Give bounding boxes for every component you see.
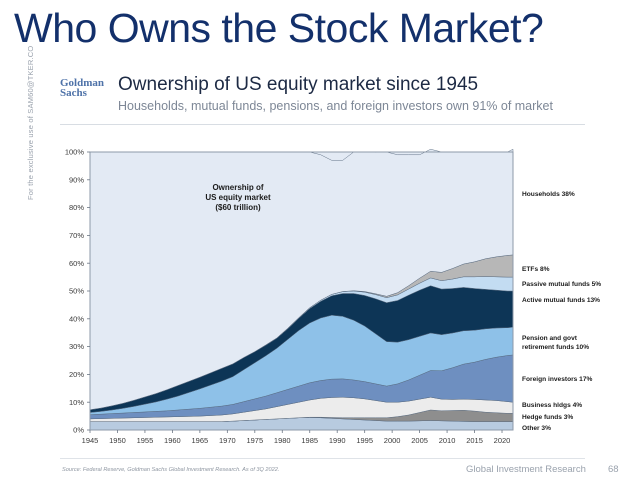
goldman-sachs-logo: Goldman Sachs bbox=[60, 77, 112, 99]
x-tick-label: 2010 bbox=[439, 436, 456, 445]
source-note: Source: Federal Reserve, Goldman Sachs G… bbox=[62, 467, 280, 473]
x-tick-label: 1985 bbox=[301, 436, 318, 445]
brand-line-2: Sachs bbox=[60, 87, 87, 99]
x-tick-label: 1995 bbox=[356, 436, 373, 445]
series-label-households: Households 38% bbox=[522, 191, 575, 198]
header-divider bbox=[60, 124, 585, 125]
footer-divider bbox=[60, 458, 585, 459]
series-label-etfs: ETFs 8% bbox=[522, 266, 550, 273]
x-tick-label: 2000 bbox=[384, 436, 401, 445]
y-tick-label: 100% bbox=[65, 148, 85, 157]
series-label-hedge-funds: Hedge funds 3% bbox=[522, 414, 573, 421]
chart-subtitle: Households, mutual funds, pensions, and … bbox=[118, 99, 553, 113]
series-label-business-hldgs: Business hldgs 4% bbox=[522, 402, 582, 409]
y-tick-label: 70% bbox=[69, 231, 84, 240]
y-tick-label: 30% bbox=[69, 342, 84, 351]
page-number: 68 bbox=[608, 464, 619, 475]
plot-annotation-line: US equity market bbox=[205, 193, 271, 202]
series-label-other: Other 3% bbox=[522, 425, 551, 432]
y-tick-label: 20% bbox=[69, 370, 84, 379]
x-tick-label: 1970 bbox=[219, 436, 236, 445]
x-tick-label: 1950 bbox=[109, 436, 126, 445]
y-tick-label: 10% bbox=[69, 398, 84, 407]
x-tick-label: 1960 bbox=[164, 436, 181, 445]
x-tick-label: 1965 bbox=[192, 436, 209, 445]
page-title: Who Owns the Stock Market? bbox=[14, 5, 544, 51]
x-tick-label: 2005 bbox=[411, 436, 428, 445]
series-label-active-mutual-funds: Active mutual funds 13% bbox=[522, 297, 600, 304]
x-tick-label: 1980 bbox=[274, 436, 291, 445]
series-label-pension-and-govt-retirement-funds: retirement funds 10% bbox=[522, 344, 589, 351]
x-tick-label: 2020 bbox=[494, 436, 511, 445]
plot-annotation-line: Ownership of bbox=[212, 183, 263, 192]
y-tick-label: 0% bbox=[73, 426, 84, 435]
y-tick-label: 80% bbox=[69, 203, 84, 212]
plot-annotation-line: ($60 trillion) bbox=[215, 203, 261, 212]
x-tick-label: 1955 bbox=[137, 436, 154, 445]
x-tick-label: 1945 bbox=[82, 436, 99, 445]
brand-line-1: Goldman bbox=[60, 77, 105, 89]
series-label-passive-mutual-funds: Passive mutual funds 5% bbox=[522, 281, 601, 288]
chart-title: Ownership of US equity market since 1945 bbox=[118, 74, 479, 95]
y-tick-label: 50% bbox=[69, 287, 84, 296]
y-tick-label: 90% bbox=[69, 175, 84, 184]
x-tick-label: 1990 bbox=[329, 436, 346, 445]
footer-label: Global Investment Research bbox=[466, 464, 586, 475]
series-label-foreign-investors: Foreign investors 17% bbox=[522, 376, 592, 383]
y-tick-label: 40% bbox=[69, 314, 84, 323]
y-tick-label: 60% bbox=[69, 259, 84, 268]
x-tick-label: 1975 bbox=[246, 436, 263, 445]
x-tick-label: 2015 bbox=[466, 436, 483, 445]
series-label-pension-and-govt-retirement-funds: Pension and govt bbox=[522, 335, 578, 342]
